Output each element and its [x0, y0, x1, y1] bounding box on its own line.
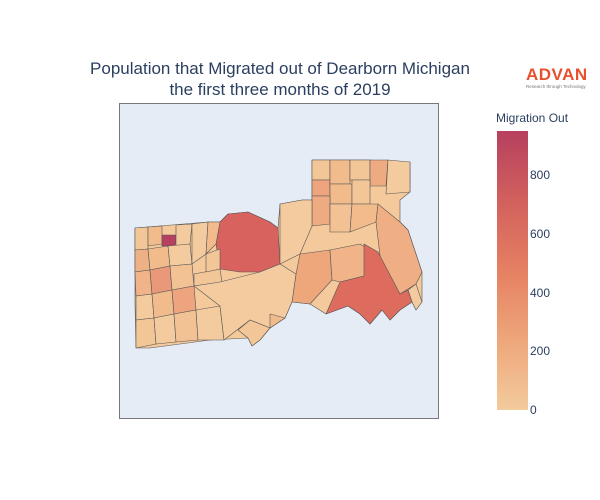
colorbar-tick-label: 0 [530, 403, 537, 417]
choropleth-map[interactable] [120, 104, 438, 418]
colorbar-tick-label: 200 [530, 344, 551, 359]
region-central-north-large[interactable] [215, 211, 281, 273]
region-west-7[interactable] [134, 269, 153, 297]
chart-title: Population that Migrated out of Dearborn… [40, 58, 520, 100]
colorbar-tick-label: 400 [530, 285, 551, 300]
region-center-small-1[interactable] [205, 248, 221, 273]
region-west-2[interactable] [147, 225, 163, 247]
region-sw-6[interactable] [173, 309, 199, 343]
region-west-1[interactable] [134, 226, 149, 251]
colorbar-tick-label: 800 [530, 168, 551, 183]
region-ne-3[interactable] [329, 159, 351, 185]
region-sw-3[interactable] [171, 285, 197, 315]
colorbar [497, 131, 528, 410]
region-west-6[interactable] [167, 243, 193, 267]
region-center-small-2[interactable] [205, 221, 221, 255]
colorbar-title: Migration Out [496, 111, 569, 125]
region-ne-10[interactable] [329, 203, 353, 233]
region-east-tip[interactable] [407, 283, 423, 311]
region-sw-5[interactable] [153, 313, 177, 345]
map-area[interactable] [119, 103, 439, 419]
logo-word: ADVAN [526, 65, 588, 84]
advan-logo: ADVAN Research through Technology [526, 66, 596, 90]
region-ne-1[interactable] [311, 159, 331, 181]
region-sw-1[interactable] [135, 293, 155, 321]
region-ne-8[interactable] [351, 179, 371, 205]
title-line-2: the first three months of 2019 [169, 80, 391, 99]
region-south-2[interactable] [269, 313, 286, 329]
region-ne-6[interactable] [385, 159, 411, 195]
colorbar-tick-label: 600 [530, 226, 551, 241]
region-ne-2[interactable] [311, 179, 331, 197]
region-ne-7[interactable] [329, 183, 353, 205]
region-sw-7[interactable] [195, 305, 225, 341]
region-west-8[interactable] [149, 265, 173, 295]
logo-tagline: Research through Technology [526, 84, 586, 89]
region-sw-4[interactable] [135, 317, 157, 349]
region-ne-5[interactable] [369, 159, 389, 187]
region-west-dark[interactable] [161, 234, 177, 247]
title-line-1: Population that Migrated out of Dearborn… [90, 59, 470, 78]
region-southeast-large[interactable] [325, 243, 413, 325]
region-west-3[interactable] [175, 223, 193, 247]
region-ne-9[interactable] [311, 195, 331, 227]
region-ne-4[interactable] [349, 159, 371, 181]
region-sw-2[interactable] [151, 289, 175, 319]
region-west-9[interactable] [169, 263, 195, 291]
region-west-4[interactable] [134, 248, 151, 273]
